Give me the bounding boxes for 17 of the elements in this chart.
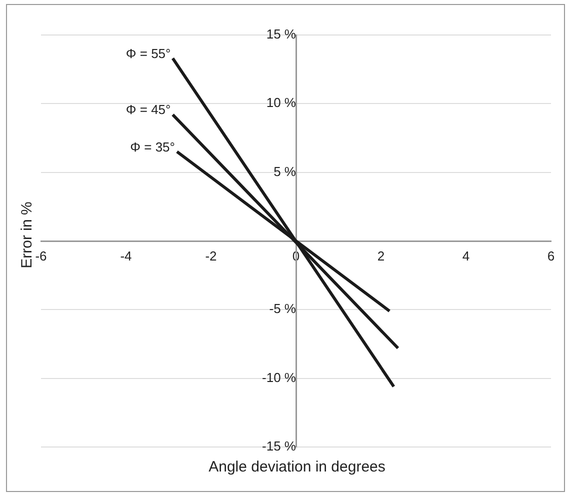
y-tick-label: -10 % [262, 370, 296, 385]
y-tick-label: -5 % [269, 301, 296, 316]
y-tick-label: 10 % [266, 95, 296, 110]
y-tick-label: -15 % [262, 438, 296, 454]
x-tick-label: 4 [462, 248, 470, 264]
series-label: Φ = 35° [130, 139, 175, 154]
x-tick-label: -2 [205, 248, 217, 264]
x-tick-label: -4 [120, 248, 132, 264]
y-tick-label: 5 % [274, 164, 296, 179]
x-tick-label: -6 [35, 248, 47, 264]
x-tick-label: 2 [377, 248, 385, 264]
x-tick-label: 6 [547, 248, 555, 264]
x-axis-title: Angle deviation in degrees [208, 458, 386, 476]
series-label: Φ = 55° [126, 46, 171, 61]
y-axis-title: Error in % [18, 202, 36, 268]
series-label: Φ = 45° [126, 102, 171, 118]
y-tick-label: 15 % [266, 26, 296, 42]
